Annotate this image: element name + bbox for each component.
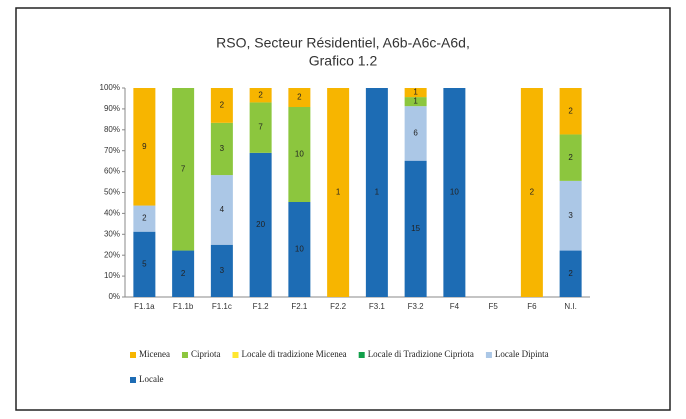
y-tick-label: 80% bbox=[104, 125, 120, 134]
data-label: 7 bbox=[181, 164, 186, 173]
data-label: 1 bbox=[375, 188, 380, 197]
bar-segment bbox=[172, 250, 195, 297]
bar-segment bbox=[404, 160, 427, 297]
bar-segment bbox=[133, 205, 156, 232]
x-tick-label: F1.1b bbox=[173, 302, 194, 311]
y-tick-label: 40% bbox=[104, 209, 120, 218]
chart-title: Grafico 1.2 bbox=[309, 53, 378, 69]
y-tick-label: 30% bbox=[104, 229, 120, 238]
data-label: 10 bbox=[450, 188, 459, 197]
data-label: 20 bbox=[256, 220, 265, 229]
x-tick-label: N.I. bbox=[564, 302, 576, 311]
data-label: 3 bbox=[220, 144, 225, 153]
y-tick-label: 10% bbox=[104, 271, 120, 280]
legend-swatch bbox=[130, 377, 136, 383]
legend-label: Locale Dipinta bbox=[495, 349, 549, 359]
bar-segment bbox=[249, 102, 272, 153]
data-label: 2 bbox=[258, 90, 263, 99]
legend-label: Micenea bbox=[139, 349, 170, 359]
x-tick-label: F2.2 bbox=[330, 302, 347, 311]
bar-segment bbox=[288, 107, 311, 202]
chart-title: RSO, Secteur Résidentiel, A6b-A6c-A6d, bbox=[216, 35, 470, 51]
x-tick-label: F1.2 bbox=[253, 302, 270, 311]
bar-segment bbox=[210, 88, 233, 123]
data-label: 10 bbox=[295, 245, 304, 254]
bar-segment bbox=[210, 244, 233, 297]
data-label: 3 bbox=[220, 266, 225, 275]
legend-swatch bbox=[181, 352, 188, 358]
y-tick-label: 90% bbox=[104, 104, 120, 113]
y-tick-label: 0% bbox=[108, 292, 120, 301]
legend-swatch bbox=[485, 352, 492, 358]
x-tick-label: F4 bbox=[450, 302, 460, 311]
x-tick-label: F1.1a bbox=[134, 302, 155, 311]
legend-swatch bbox=[232, 352, 239, 358]
bar-segment bbox=[210, 175, 233, 245]
bar-segment bbox=[559, 88, 582, 135]
bar-segment bbox=[133, 88, 156, 206]
bar-segment bbox=[559, 134, 582, 181]
data-label: 9 bbox=[142, 142, 147, 151]
x-tick-label: F1.1c bbox=[212, 302, 232, 311]
legend-swatch bbox=[358, 352, 365, 358]
x-tick-label: F5 bbox=[488, 302, 498, 311]
data-label: 2 bbox=[220, 101, 225, 110]
bar-segment bbox=[520, 88, 543, 297]
bar-segment bbox=[288, 88, 311, 107]
bar-segment bbox=[365, 88, 388, 297]
data-label: 2 bbox=[530, 188, 535, 197]
y-tick-label: 20% bbox=[104, 250, 120, 259]
bar-segment bbox=[249, 88, 272, 103]
legend-label: Locale di Tradizione Cipriota bbox=[368, 349, 474, 359]
x-tick-label: F2.1 bbox=[291, 302, 308, 311]
data-label: 2 bbox=[142, 214, 147, 223]
bar-segment bbox=[249, 152, 272, 297]
x-tick-label: F3.2 bbox=[408, 302, 425, 311]
bar-segment bbox=[327, 88, 350, 297]
y-tick-label: 100% bbox=[100, 83, 120, 92]
legend-swatch bbox=[130, 352, 136, 358]
bar-segment bbox=[210, 122, 233, 176]
data-label: 3 bbox=[568, 211, 573, 220]
data-label: 4 bbox=[220, 205, 225, 214]
bar-segment bbox=[443, 88, 466, 297]
legend-label: Locale di tradizione Micenea bbox=[241, 349, 346, 359]
bar-segment bbox=[404, 97, 427, 107]
bar-segment bbox=[133, 231, 156, 297]
data-label: 1 bbox=[413, 97, 418, 106]
x-tick-label: F3.1 bbox=[369, 302, 386, 311]
data-label: 7 bbox=[258, 123, 263, 132]
data-label: 2 bbox=[297, 93, 302, 102]
bar-segment bbox=[172, 88, 195, 251]
legend-label: Locale bbox=[139, 374, 163, 384]
x-tick-label: F6 bbox=[527, 302, 537, 311]
data-label: 2 bbox=[181, 269, 186, 278]
y-tick-label: 70% bbox=[104, 146, 120, 155]
data-label: 2 bbox=[568, 106, 573, 115]
data-label: 6 bbox=[413, 129, 418, 138]
data-label: 15 bbox=[411, 224, 420, 233]
legend-label: Cipriota bbox=[191, 349, 221, 359]
data-label: 2 bbox=[568, 153, 573, 162]
data-label: 1 bbox=[336, 188, 341, 197]
bar-segment bbox=[559, 180, 582, 251]
bar-segment bbox=[559, 250, 582, 297]
data-label: 5 bbox=[142, 259, 147, 268]
bar-segment bbox=[404, 106, 427, 161]
y-tick-label: 60% bbox=[104, 167, 120, 176]
data-label: 10 bbox=[295, 150, 304, 159]
bar-segment bbox=[404, 88, 427, 98]
bar-segment bbox=[288, 202, 311, 297]
y-tick-label: 50% bbox=[104, 188, 120, 197]
data-label: 1 bbox=[413, 88, 418, 97]
data-label: 2 bbox=[568, 269, 573, 278]
